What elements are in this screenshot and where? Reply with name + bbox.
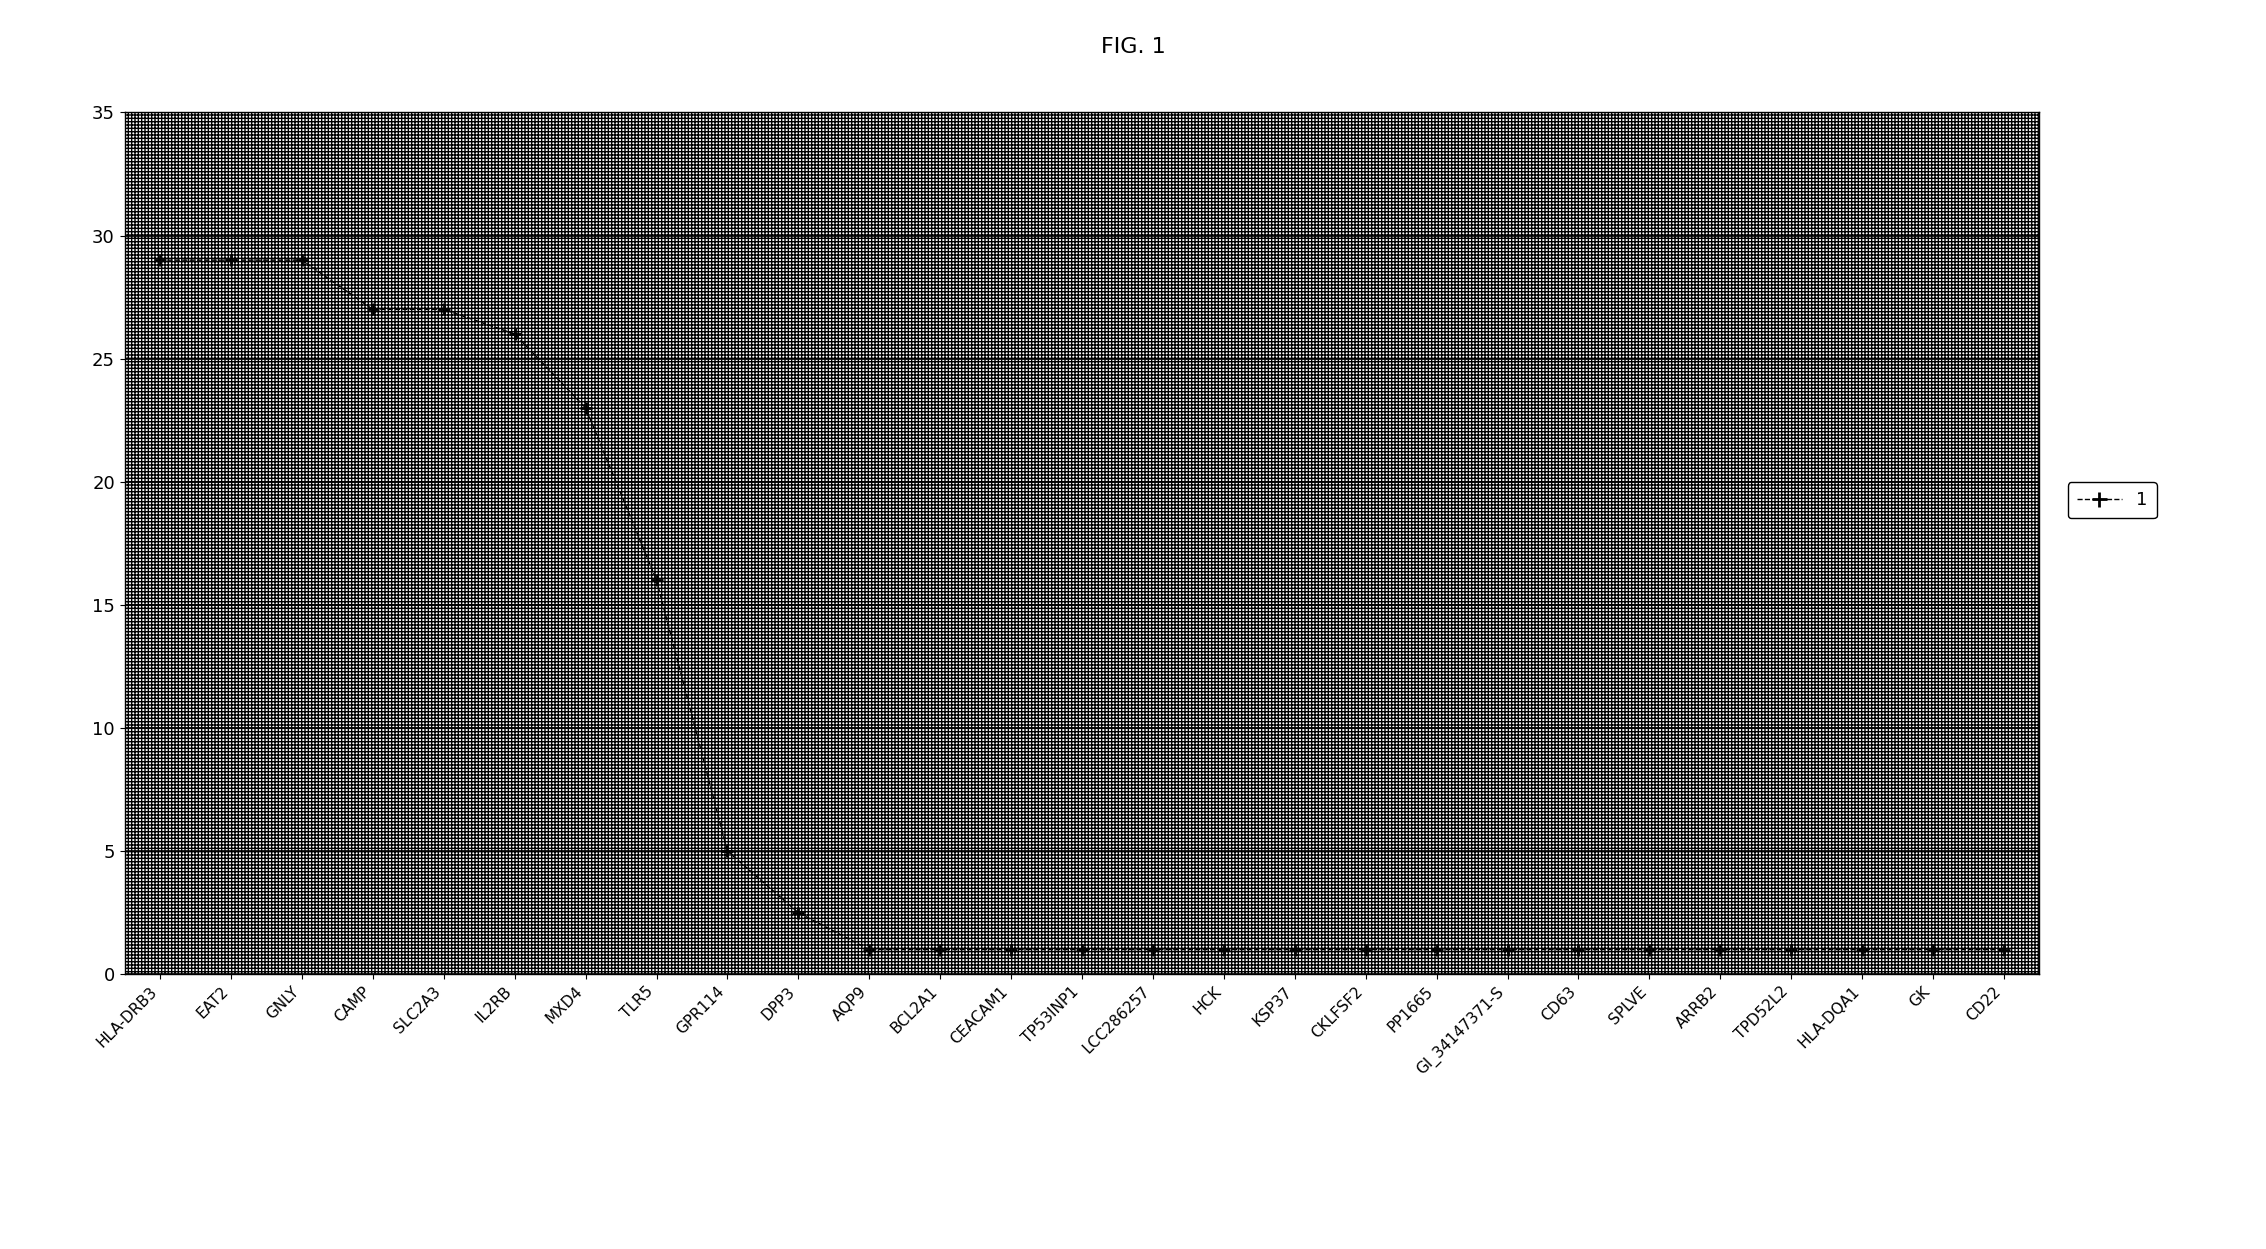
1 [1990, 942, 2017, 957]
1 [1280, 942, 1307, 957]
1 [784, 906, 811, 921]
1 [288, 252, 315, 267]
1 [997, 942, 1024, 957]
1 [1919, 942, 1946, 957]
1 [1493, 942, 1520, 957]
1 [571, 401, 598, 416]
1 [501, 326, 528, 341]
1 [1706, 942, 1733, 957]
1 [218, 252, 245, 267]
1 [1140, 942, 1167, 957]
1 [147, 252, 174, 267]
1 [1353, 942, 1380, 957]
1 [1423, 942, 1450, 957]
1 [644, 573, 671, 588]
1 [1566, 942, 1593, 957]
1 [360, 302, 387, 317]
Legend: 1: 1 [2067, 482, 2157, 518]
1 [927, 942, 954, 957]
Line: 1: 1 [154, 254, 2010, 955]
1 [857, 942, 884, 957]
1 [1070, 942, 1097, 957]
1 [1777, 942, 1804, 957]
1 [1210, 942, 1237, 957]
1 [1849, 942, 1876, 957]
1 [431, 302, 458, 317]
Text: FIG. 1: FIG. 1 [1101, 37, 1165, 57]
1 [714, 843, 741, 858]
1 [1636, 942, 1663, 957]
